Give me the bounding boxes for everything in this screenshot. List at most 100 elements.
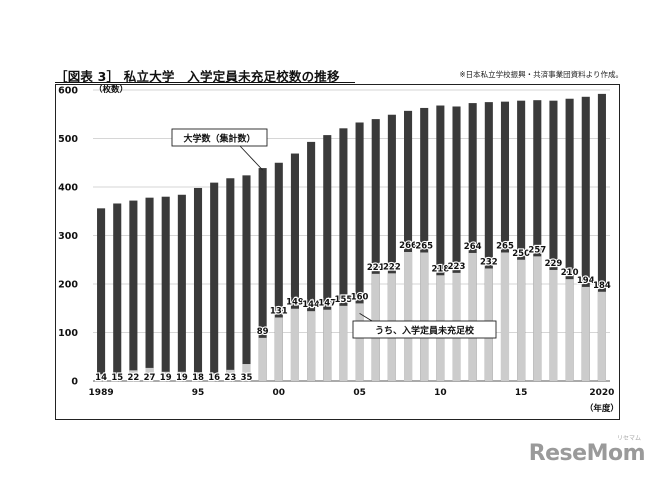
y-tick-label: 600 xyxy=(58,86,78,97)
bar-unfilled xyxy=(533,256,542,381)
x-tick-label: 95 xyxy=(192,388,205,398)
bar-unfilled xyxy=(113,373,122,381)
data-label: 184 xyxy=(593,281,611,291)
callout-leader-total xyxy=(239,145,263,171)
bar-unfilled xyxy=(500,252,510,381)
data-label: 131 xyxy=(270,306,288,316)
data-label: 16 xyxy=(208,373,220,383)
x-tick-label: 00 xyxy=(273,388,286,398)
data-label: 250 xyxy=(512,249,530,259)
bar-unfilled xyxy=(258,337,267,381)
data-label: 265 xyxy=(496,241,514,251)
bar-unfilled xyxy=(468,252,477,381)
bar-total xyxy=(290,153,299,381)
bar-unfilled xyxy=(210,373,219,381)
data-label: 23 xyxy=(224,373,236,383)
bar-total xyxy=(484,102,493,381)
bar-total xyxy=(145,197,154,381)
bar-total xyxy=(404,110,413,381)
bar-total xyxy=(129,200,138,381)
bar-unfilled xyxy=(145,367,154,381)
data-label: 18 xyxy=(192,373,204,383)
y-tick-label: 400 xyxy=(58,183,78,194)
data-label: 194 xyxy=(577,276,595,286)
bar-unfilled xyxy=(597,291,606,381)
callout-box-total xyxy=(171,128,268,147)
bar-unfilled xyxy=(565,279,574,381)
data-label: 89 xyxy=(257,327,269,337)
data-label: 218 xyxy=(431,264,449,274)
bar-unfilled xyxy=(177,371,186,381)
callout-label-unfilled: うち、入学定員未充足校 xyxy=(375,325,475,337)
bar-unfilled xyxy=(226,369,235,381)
data-label: 27 xyxy=(144,373,156,383)
logo-kana: リセマム xyxy=(616,435,641,442)
chart-title: ［図表 3］ 私立大学 入学定員未充足校数の推移 xyxy=(55,69,340,84)
y-tick-label: 500 xyxy=(58,134,78,145)
bar-total xyxy=(97,208,106,381)
bar-total xyxy=(517,100,526,382)
data-label: 19 xyxy=(160,373,172,383)
source-note: ※日本私立学校振興・共済事業団資料より作成。 xyxy=(459,70,623,79)
bar-total xyxy=(468,103,477,381)
x-tick-label: 1989 xyxy=(89,388,114,398)
bar-total xyxy=(500,101,510,381)
data-label: 210 xyxy=(561,268,579,278)
bar-unfilled xyxy=(274,317,283,381)
bar-unfilled xyxy=(404,251,413,381)
x-tick-label: 05 xyxy=(353,388,366,398)
x-tick-label: 2020 xyxy=(589,388,614,398)
bar-total xyxy=(242,175,251,381)
bar-unfilled xyxy=(420,252,429,381)
y-axis-unit: （枚数） xyxy=(94,84,128,95)
data-label: 229 xyxy=(545,259,563,269)
bar-total xyxy=(339,128,348,381)
bar-total xyxy=(113,203,122,381)
bar-total xyxy=(581,96,590,381)
bar-total xyxy=(274,162,283,381)
data-label: 22 xyxy=(127,373,139,383)
x-tick-label: 10 xyxy=(434,388,447,398)
bar-unfilled xyxy=(339,305,348,381)
data-label: 160 xyxy=(351,292,369,302)
chart-frame xyxy=(55,84,620,420)
bar-total xyxy=(436,105,445,382)
bar-unfilled xyxy=(129,370,138,381)
title-underline xyxy=(55,82,355,83)
data-label: 265 xyxy=(415,241,433,251)
data-label: 221 xyxy=(367,263,385,273)
bar-total xyxy=(387,114,396,382)
y-tick-label: 200 xyxy=(58,280,78,291)
data-label: 149 xyxy=(286,298,304,308)
bar-total xyxy=(565,98,574,381)
resemom-logo: ReseMom xyxy=(528,441,646,466)
data-label: 223 xyxy=(448,262,466,272)
bar-unfilled xyxy=(193,372,203,381)
bar-total xyxy=(177,194,186,381)
bar-total xyxy=(452,106,461,382)
x-axis-unit: （年度） xyxy=(585,403,619,414)
y-tick-label: 100 xyxy=(58,328,78,339)
data-label: 147 xyxy=(318,299,336,309)
bar-unfilled xyxy=(323,309,332,381)
bar-total xyxy=(549,100,558,382)
data-label: 19 xyxy=(176,373,188,383)
bar-total xyxy=(193,187,203,381)
bar-total xyxy=(420,107,429,381)
bar-total xyxy=(226,178,235,381)
bar-unfilled xyxy=(97,374,106,381)
callout-leader-unfilled xyxy=(359,313,373,322)
bar-total xyxy=(258,168,267,381)
data-label: 232 xyxy=(480,257,498,267)
data-label: 14 xyxy=(95,373,107,383)
data-label: 257 xyxy=(528,245,546,255)
data-label: 15 xyxy=(111,373,123,383)
bar-total xyxy=(371,119,380,381)
bar-unfilled xyxy=(549,269,558,381)
bar-total xyxy=(323,135,332,381)
data-label: 144 xyxy=(302,300,320,310)
y-tick-label: 300 xyxy=(58,231,78,242)
bar-unfilled xyxy=(517,259,526,381)
data-label: 155 xyxy=(335,295,353,305)
